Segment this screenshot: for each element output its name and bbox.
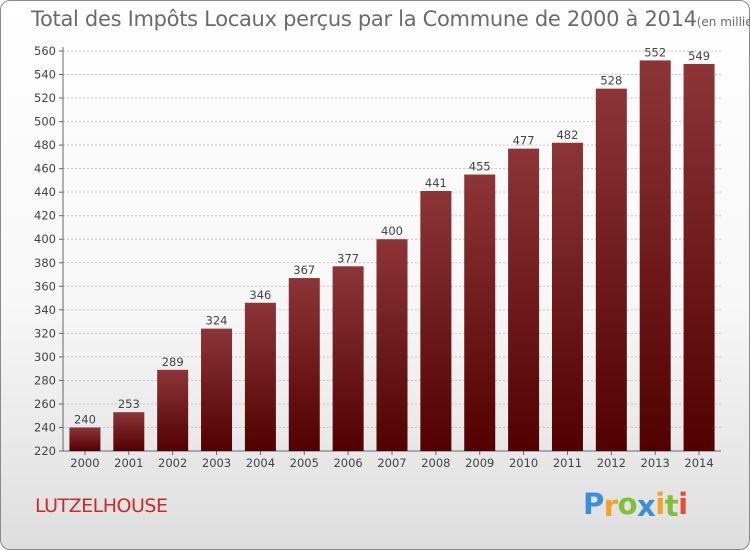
y-tick-label: 260 bbox=[34, 397, 56, 411]
y-tick-label: 440 bbox=[34, 185, 56, 199]
logo-letter: i bbox=[655, 487, 665, 521]
bars bbox=[69, 60, 715, 452]
x-tick-label: 2010 bbox=[509, 456, 538, 470]
y-tick-label: 400 bbox=[34, 232, 56, 246]
bar bbox=[288, 278, 320, 451]
bar bbox=[157, 369, 189, 451]
bar-value-label: 367 bbox=[293, 263, 315, 277]
y-tick-label: 380 bbox=[34, 256, 56, 270]
x-tick-label: 2000 bbox=[70, 456, 99, 470]
y-tick-label: 460 bbox=[34, 162, 56, 176]
x-tick-label: 2013 bbox=[641, 456, 670, 470]
x-tick-label: 2006 bbox=[333, 456, 362, 470]
y-tick-label: 420 bbox=[34, 209, 56, 223]
bar bbox=[69, 427, 101, 451]
x-axis-ticks: 2000 2001 2002 2003 2004 2005 2006 2007 2008 2009… bbox=[70, 451, 714, 470]
bar-value-label: 482 bbox=[556, 128, 578, 142]
bar bbox=[201, 328, 233, 451]
bar-value-label: 477 bbox=[513, 134, 535, 148]
y-tick-label: 340 bbox=[34, 303, 56, 317]
logo-letter: o bbox=[617, 487, 638, 521]
x-tick-label: 2002 bbox=[158, 456, 187, 470]
bar-value-label: 253 bbox=[118, 397, 140, 411]
bar-value-label: 549 bbox=[688, 49, 710, 63]
logo-letter: x bbox=[637, 489, 656, 523]
y-tick-label: 360 bbox=[34, 279, 56, 293]
x-tick-label: 2001 bbox=[114, 456, 143, 470]
bar-value-label: 346 bbox=[249, 288, 271, 302]
x-tick-label: 2011 bbox=[553, 456, 582, 470]
bar-value-label: 377 bbox=[337, 251, 359, 265]
bar-value-label: 400 bbox=[381, 224, 403, 238]
bar bbox=[683, 63, 715, 452]
x-tick-label: 2014 bbox=[684, 456, 713, 470]
bar-value-label: 528 bbox=[600, 74, 622, 88]
bar bbox=[420, 191, 452, 451]
bar-value-label: 324 bbox=[206, 314, 228, 328]
bar-value-label: 289 bbox=[162, 355, 184, 369]
y-tick-label: 520 bbox=[34, 91, 56, 105]
logo-letter: r bbox=[603, 489, 618, 523]
bar bbox=[376, 239, 408, 451]
y-tick-label: 480 bbox=[34, 138, 56, 152]
chart-title: Total des Impôts Locaux perçus par la Co… bbox=[31, 7, 749, 31]
x-tick-label: 2005 bbox=[290, 456, 319, 470]
logo-letter: i bbox=[678, 487, 688, 521]
commune-name: LUTZELHOUSE bbox=[35, 495, 168, 517]
logo-letter: t bbox=[664, 489, 679, 523]
y-tick-label: 320 bbox=[34, 326, 56, 340]
chart-subtitle: (en milliers d'€) bbox=[696, 15, 749, 29]
bar bbox=[639, 60, 671, 451]
proxiti-logo: Proxiti bbox=[583, 487, 688, 523]
bar bbox=[508, 148, 540, 451]
bar bbox=[332, 266, 364, 451]
chart-title-text: Total des Impôts Locaux perçus par la Co… bbox=[31, 7, 697, 31]
y-tick-label: 280 bbox=[34, 373, 56, 387]
bar bbox=[595, 88, 627, 451]
x-tick-label: 2012 bbox=[597, 456, 626, 470]
x-tick-label: 2007 bbox=[377, 456, 406, 470]
y-tick-label: 540 bbox=[34, 68, 56, 82]
bar-value-label: 441 bbox=[425, 176, 447, 190]
bar-value-label: 455 bbox=[469, 160, 491, 174]
x-tick-label: 2008 bbox=[421, 456, 450, 470]
x-tick-label: 2009 bbox=[465, 456, 494, 470]
bar bbox=[551, 142, 583, 451]
bar bbox=[113, 412, 145, 451]
bar-value-label: 552 bbox=[644, 45, 666, 59]
y-tick-label: 560 bbox=[34, 44, 56, 58]
logo-letter: P bbox=[583, 487, 604, 521]
x-tick-label: 2003 bbox=[202, 456, 231, 470]
y-tick-label: 500 bbox=[34, 115, 56, 129]
x-tick-label: 2004 bbox=[246, 456, 275, 470]
y-tick-label: 220 bbox=[34, 444, 56, 458]
value-labels: 240 253 289 324 346 367 377 400 441 455 477 482 528 5… bbox=[74, 45, 710, 426]
bar bbox=[244, 302, 276, 451]
bar bbox=[464, 174, 496, 451]
y-tick-label: 300 bbox=[34, 350, 56, 364]
y-tick-label: 240 bbox=[34, 420, 56, 434]
bar-value-label: 240 bbox=[74, 412, 96, 426]
y-axis-ticks: 220 240 260 280 300 320 340 360 380 400 420 440 460 4… bbox=[34, 44, 63, 458]
